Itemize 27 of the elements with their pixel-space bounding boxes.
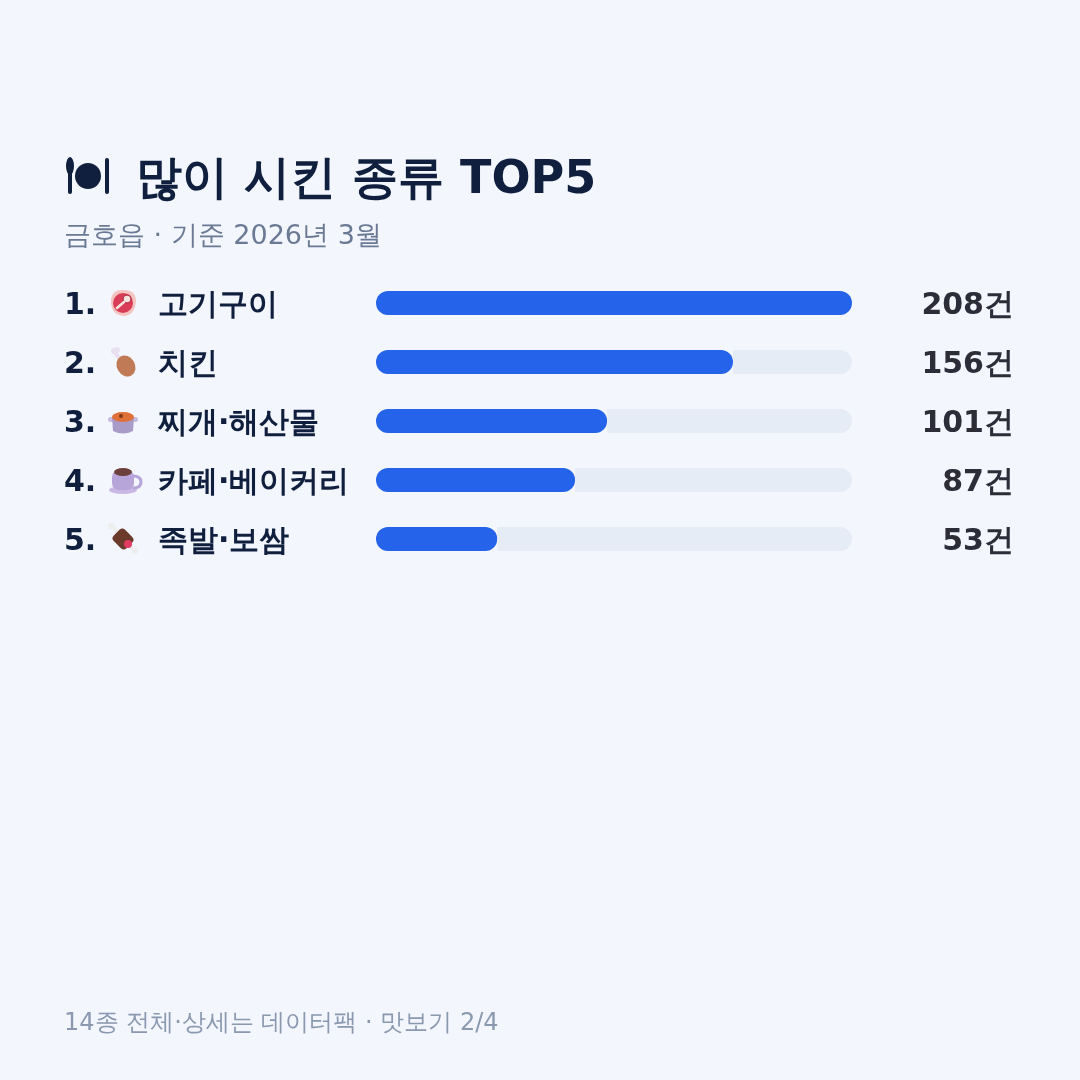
y-tick-label: 카페·베이커리 — [158, 463, 350, 498]
text: 4. — [64, 463, 97, 498]
y-tick-label: 고기구이 — [158, 286, 278, 321]
bar — [376, 468, 576, 492]
text: 5. — [64, 522, 97, 557]
bar — [376, 409, 608, 433]
chart-title: 많이 시킨 종류 TOP5 — [136, 150, 597, 204]
data-label: 87건 — [942, 463, 1014, 498]
data-label: 53건 — [942, 522, 1014, 557]
bar — [376, 527, 498, 551]
bar — [497, 527, 852, 551]
text: 2. — [64, 345, 97, 380]
text: 14종 전체·상세는 데이터팩 · 맛보기 2/4 — [64, 1008, 499, 1036]
y-tick-label: 치킨 — [158, 345, 218, 380]
text: 3. — [64, 404, 97, 439]
bar — [575, 468, 852, 492]
bar — [607, 409, 852, 433]
bar — [376, 291, 852, 315]
data-label: 208건 — [921, 286, 1014, 321]
chart-subtitle: 금호읍 · 기준 2026년 3월 — [64, 219, 382, 250]
y-tick-label: 족발·보쌈 — [158, 522, 290, 557]
y-tick-label: 찌개·해산물 — [157, 404, 320, 439]
data-label: 101건 — [921, 404, 1014, 439]
text: 1. — [64, 286, 97, 321]
bar — [733, 350, 852, 374]
bar — [376, 350, 733, 374]
data-label: 156건 — [921, 345, 1014, 380]
